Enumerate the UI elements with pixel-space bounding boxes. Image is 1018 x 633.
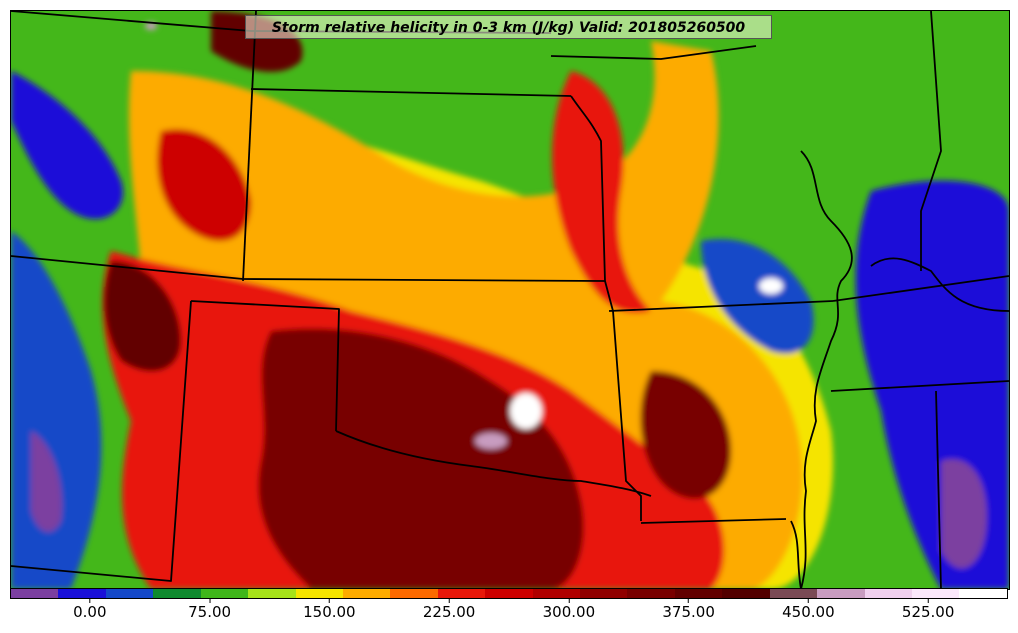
colorbar-tick-label: 525.00: [901, 603, 955, 621]
colorbar-segment: [295, 589, 343, 598]
boundary-la-river: [790, 520, 802, 589]
boundary-ky-tn: [832, 275, 1009, 302]
field-very-high-west: [104, 261, 181, 372]
colorbar-tick-label: 0.00: [73, 603, 107, 621]
field-peak-3: [759, 278, 783, 294]
boundary-ohio-river: [870, 257, 1009, 312]
colorbar-tick-label: 150.00: [303, 603, 356, 621]
colorbar-tick-label: 300.00: [542, 603, 596, 621]
colorbar-segment: [912, 589, 960, 598]
field-very-high-ark: [640, 371, 731, 499]
colorbar-tick: 150.00: [303, 599, 356, 621]
boundary-36N: [11, 255, 606, 282]
boundary-il-in: [920, 11, 942, 271]
boundary-mississippi: [800, 150, 853, 589]
colorbar-tick-mark: [688, 599, 690, 603]
colorbar-ticks: 0.00 75.00 150.00 225.00 300.00 375.00 450.00 5…: [10, 599, 1008, 629]
colorbar-segment: [437, 589, 486, 598]
boundary-ne-ks: [250, 88, 572, 97]
colorbar-tick-label: 450.00: [782, 603, 835, 621]
colorbar-segment: [532, 589, 581, 598]
colorbar-segment: [485, 589, 533, 598]
colorbar-tick: 0.00: [73, 599, 107, 621]
helicity-map: [11, 11, 1009, 589]
field-lowest-east: [941, 459, 987, 569]
colorbar-tick-mark: [927, 599, 929, 603]
field-very-high-core: [258, 328, 584, 589]
boundary-ar-la: [640, 518, 787, 524]
field-lowest-west: [31, 431, 62, 532]
colorbar-tick-mark: [89, 599, 91, 603]
colorbar-tick-mark: [328, 599, 330, 603]
boundary-nm-tx: [11, 300, 192, 582]
colorbar-tick-mark: [807, 599, 809, 603]
colorbar-tick-mark: [209, 599, 211, 603]
boundary-mo-ar: [608, 300, 834, 312]
colorbar-tick: 450.00: [782, 599, 835, 621]
boundary-ok-ar: [612, 310, 642, 521]
colorbar-segment: [390, 589, 438, 598]
colorbar-segment: [153, 589, 201, 598]
map-panel: [10, 10, 1010, 590]
field-low-mid: [701, 239, 814, 354]
colorbar-segment: [580, 589, 628, 598]
field-peak-1: [510, 393, 542, 429]
colorbar-segment: [864, 589, 913, 598]
colorbar-tick: 225.00: [422, 599, 476, 621]
boundary-tn-south: [830, 380, 1009, 392]
colorbar-tick-mark: [568, 599, 570, 603]
map-title: Storm relative helicity in 0-3 km (J/kg)…: [245, 15, 772, 39]
state-boundaries: [11, 11, 1009, 589]
boundary-ks-mo: [570, 95, 614, 312]
colorbar-segment: [722, 589, 770, 598]
colorbar-segment: [11, 589, 59, 598]
colorbar-tick: 75.00: [188, 599, 231, 621]
colorbar-segment: [769, 589, 818, 598]
boundary-ok-panhandle: [190, 300, 340, 432]
colorbar-segment: [342, 589, 391, 598]
field-high-northwest: [157, 129, 251, 241]
colorbar-tick-mark: [448, 599, 450, 603]
colorbar: [10, 588, 1008, 599]
field-peak-2: [475, 433, 507, 449]
boundary-ia-mo: [550, 45, 757, 60]
colorbar-tick: 300.00: [542, 599, 596, 621]
colorbar-segment: [674, 589, 723, 598]
boundary-red-river: [335, 430, 652, 497]
colorbar-tick-label: 225.00: [422, 603, 476, 621]
colorbar-tick-label: 375.00: [662, 603, 715, 621]
colorbar-segment: [627, 589, 675, 598]
colorbar-tick: 375.00: [662, 599, 715, 621]
colorbar-tick: 525.00: [901, 599, 955, 621]
field-peak-4: [145, 22, 157, 30]
colorbar-segment: [200, 589, 249, 598]
colorbar-segment: [959, 589, 1007, 598]
field-high-north: [552, 71, 651, 313]
field-low-west-2: [11, 71, 123, 220]
colorbar-tick-label: 75.00: [188, 603, 232, 621]
colorbar-segment: [58, 589, 106, 598]
boundary-co-east: [242, 11, 257, 282]
colorbar-segment: [817, 589, 865, 598]
helicity-field: [11, 11, 1009, 589]
colorbar-segment: [105, 589, 154, 598]
colorbar-segment: [248, 589, 296, 598]
boundary-ms-al: [935, 390, 942, 589]
